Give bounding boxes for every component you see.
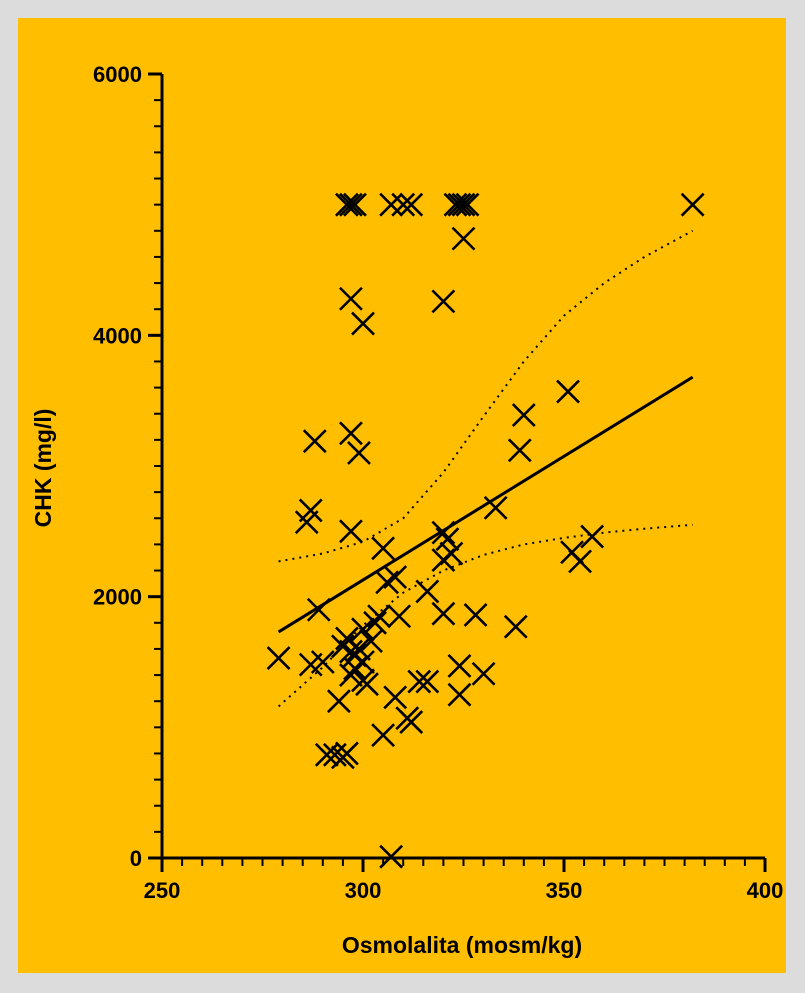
data-point: [580, 524, 605, 549]
data-point: [351, 617, 375, 642]
data-point: [431, 289, 456, 314]
data-point: [335, 192, 359, 217]
data-points: [266, 192, 705, 869]
data-point: [463, 603, 488, 627]
data-point: [471, 661, 496, 686]
data-point: [447, 192, 472, 217]
data-point: [355, 672, 379, 697]
data-point: [431, 601, 456, 626]
data-point: [439, 541, 464, 566]
data-point: [302, 429, 327, 454]
x-tick-label: 350: [546, 878, 583, 903]
data-point: [347, 441, 371, 465]
y-tick-label: 2000: [93, 585, 142, 610]
data-point: [351, 650, 375, 674]
data-point: [326, 689, 351, 714]
x-tick-label: 300: [345, 878, 382, 903]
data-point: [443, 192, 468, 217]
data-point: [310, 650, 335, 674]
data-point: [335, 741, 359, 766]
chart-background: [18, 18, 786, 973]
y-axis-title: CHK (mg/l): [30, 409, 56, 528]
x-axis-title: Osmolalita (mosm/kg): [342, 932, 582, 958]
data-point: [379, 192, 404, 217]
data-point: [415, 579, 440, 604]
data-point: [339, 286, 363, 311]
data-point: [451, 192, 476, 217]
data-point: [387, 604, 412, 629]
data-point: [391, 192, 416, 217]
data-point: [266, 646, 291, 670]
confidence-band: [277, 229, 694, 708]
data-point: [435, 527, 460, 552]
data-point: [339, 192, 363, 217]
data-point: [330, 634, 355, 659]
confidence-band-lower: [277, 523, 693, 708]
data-point: [383, 685, 408, 710]
confidence-band-upper: [278, 229, 694, 563]
data-point: [451, 226, 476, 251]
data-point: [455, 192, 480, 217]
axes: 0 2000 4000 6000 250 300 350 400: [93, 62, 783, 903]
data-point: [343, 192, 367, 217]
data-point: [503, 614, 528, 639]
data-point: [298, 498, 323, 523]
data-point: [339, 421, 363, 446]
data-point: [407, 669, 432, 694]
regression-line-group: [277, 375, 694, 634]
data-point: [447, 654, 472, 678]
y-tick-label: 6000: [93, 62, 142, 87]
y-tick-label: 4000: [93, 323, 142, 348]
data-point: [351, 311, 375, 336]
data-point: [359, 629, 383, 654]
data-point: [507, 438, 532, 463]
data-point: [371, 536, 396, 561]
data-point: [347, 637, 371, 661]
data-point: [339, 519, 363, 544]
data-point: [511, 403, 536, 427]
data-point: [568, 549, 592, 574]
data-point: [447, 682, 472, 707]
data-point: [483, 495, 508, 520]
data-point: [431, 520, 456, 545]
data-point: [415, 669, 440, 694]
data-point: [399, 710, 424, 735]
data-point: [375, 570, 400, 595]
data-point: [399, 192, 424, 217]
data-point: [680, 192, 705, 217]
data-point: [371, 723, 396, 748]
x-tick-label: 250: [144, 878, 181, 903]
x-tick-label: 400: [747, 878, 784, 903]
data-point: [383, 565, 408, 589]
data-point: [363, 610, 387, 635]
data-point: [306, 597, 331, 622]
regression-line: [277, 375, 694, 634]
data-point: [367, 604, 391, 629]
data-point: [556, 379, 580, 404]
y-tick-label: 0: [130, 846, 142, 871]
